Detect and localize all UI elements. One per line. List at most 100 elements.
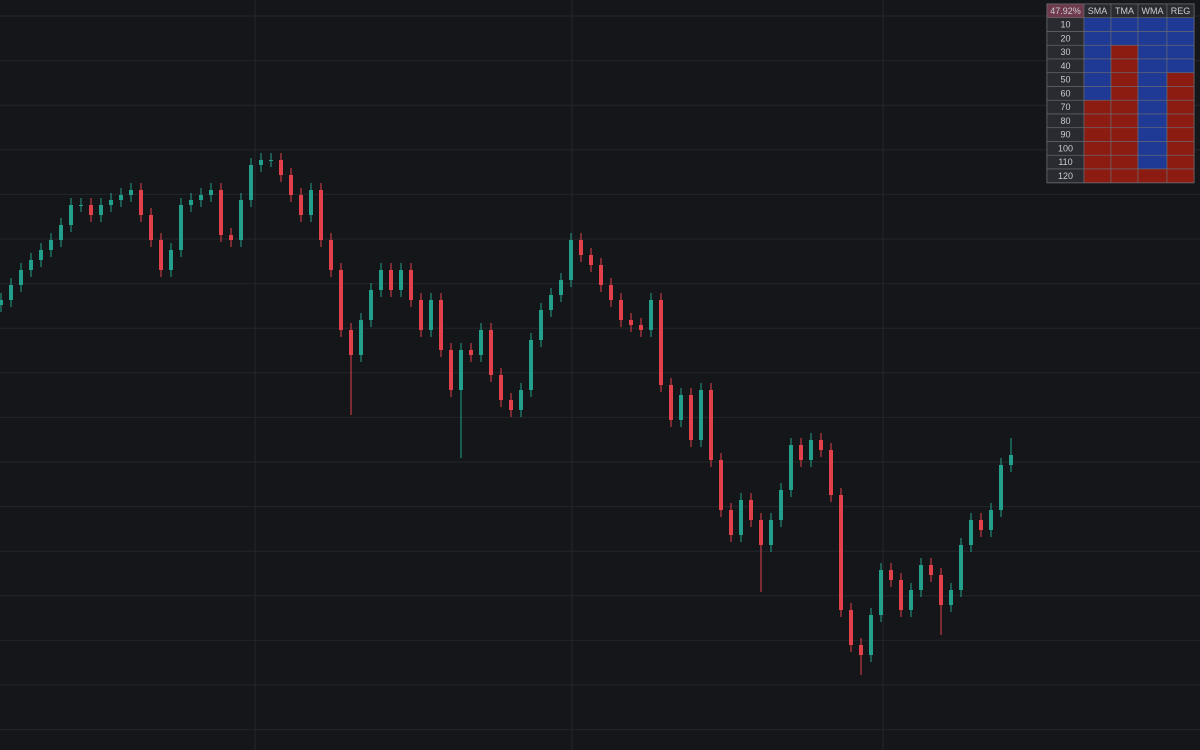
candle-body bbox=[339, 270, 343, 330]
row-label: 120 bbox=[1058, 171, 1073, 181]
candle-body bbox=[589, 255, 593, 265]
candle-body bbox=[119, 195, 123, 200]
row-label: 10 bbox=[1060, 20, 1070, 30]
candle-body bbox=[229, 235, 233, 240]
candle-body bbox=[389, 270, 393, 290]
candle-body bbox=[939, 575, 943, 605]
candle-body bbox=[139, 190, 143, 215]
candle-body bbox=[659, 300, 663, 385]
row-label: 20 bbox=[1060, 33, 1070, 43]
candle-body bbox=[189, 200, 193, 205]
candle-body bbox=[279, 160, 283, 175]
signal-cell bbox=[1137, 72, 1168, 87]
candle-body bbox=[379, 270, 383, 290]
signal-cell bbox=[1166, 72, 1195, 87]
column-header: WMA bbox=[1142, 6, 1164, 16]
row-label: 110 bbox=[1058, 157, 1072, 167]
candle-body bbox=[169, 250, 173, 270]
signal-cell bbox=[1137, 141, 1168, 156]
signal-cell bbox=[1083, 99, 1112, 115]
signal-cell bbox=[1110, 72, 1139, 87]
signal-cell bbox=[1083, 31, 1112, 46]
row-label: 70 bbox=[1060, 102, 1070, 112]
candle-body bbox=[319, 190, 323, 240]
candle-body bbox=[179, 205, 183, 250]
candle-body bbox=[349, 330, 353, 355]
candle-body bbox=[609, 285, 613, 300]
candle-body bbox=[849, 610, 853, 645]
candle-body bbox=[509, 400, 513, 410]
candle-body bbox=[869, 615, 873, 655]
candle-body bbox=[769, 520, 773, 545]
candle-body bbox=[369, 290, 373, 320]
signal-cell bbox=[1137, 17, 1168, 32]
candle-body bbox=[199, 195, 203, 200]
row-label: 30 bbox=[1060, 47, 1070, 57]
candle-body bbox=[619, 300, 623, 320]
candle-body bbox=[29, 260, 33, 270]
candle-body bbox=[979, 520, 983, 530]
candle-body bbox=[399, 270, 403, 290]
candle-body bbox=[749, 500, 753, 520]
candle-body bbox=[949, 590, 953, 605]
candle-body bbox=[89, 205, 93, 215]
candle-body bbox=[439, 300, 443, 350]
candle-body bbox=[919, 565, 923, 590]
candle-body bbox=[499, 375, 503, 400]
candle-body bbox=[39, 250, 43, 260]
candle-body bbox=[49, 240, 53, 250]
candle-body bbox=[839, 495, 843, 610]
signal-cell bbox=[1137, 154, 1168, 170]
candle-body bbox=[99, 205, 103, 215]
candle-body bbox=[599, 265, 603, 285]
signal-cell bbox=[1166, 86, 1195, 101]
signal-cell bbox=[1137, 44, 1168, 60]
row-label: 90 bbox=[1060, 130, 1070, 140]
signal-cell bbox=[1137, 86, 1168, 101]
candle-body bbox=[129, 190, 133, 195]
signal-cell bbox=[1166, 127, 1195, 142]
candle-body bbox=[649, 300, 653, 330]
signal-cell bbox=[1166, 31, 1195, 46]
candle-body bbox=[669, 385, 673, 420]
candle-body bbox=[929, 565, 933, 575]
candle-body bbox=[879, 570, 883, 615]
signal-cell bbox=[1137, 58, 1168, 74]
column-header: REG bbox=[1171, 6, 1191, 16]
candle-body bbox=[689, 395, 693, 440]
signal-cell bbox=[1110, 113, 1139, 129]
candle-body bbox=[909, 590, 913, 610]
candle-body bbox=[539, 310, 543, 340]
candle-body bbox=[899, 580, 903, 610]
candle-body bbox=[409, 270, 413, 300]
candle-body bbox=[799, 445, 803, 460]
candle-body bbox=[959, 545, 963, 590]
candle-body bbox=[719, 460, 723, 510]
candle-body bbox=[989, 510, 993, 530]
signal-cell bbox=[1110, 154, 1139, 170]
candle-body bbox=[309, 190, 313, 215]
signal-cell bbox=[1166, 113, 1195, 129]
column-header: SMA bbox=[1088, 6, 1108, 16]
candle-body bbox=[519, 390, 523, 410]
candle-body bbox=[459, 350, 463, 390]
candle-body bbox=[249, 165, 253, 200]
candle-body bbox=[359, 320, 363, 355]
signal-cell bbox=[1166, 58, 1195, 74]
signal-cell bbox=[1137, 113, 1168, 129]
row-label: 80 bbox=[1060, 116, 1070, 126]
signal-cell bbox=[1083, 86, 1112, 101]
candle-body bbox=[479, 330, 483, 355]
signal-cell bbox=[1083, 127, 1112, 142]
candle-body bbox=[239, 200, 243, 240]
candle-body bbox=[9, 285, 13, 300]
signal-cell bbox=[1110, 17, 1139, 32]
signal-cell bbox=[1166, 17, 1195, 32]
signal-cell bbox=[1110, 58, 1139, 74]
candle-body bbox=[59, 225, 63, 240]
signal-cell bbox=[1083, 44, 1112, 60]
candle-body bbox=[1009, 455, 1013, 465]
candle-body bbox=[889, 570, 893, 580]
signal-cell bbox=[1110, 168, 1139, 184]
